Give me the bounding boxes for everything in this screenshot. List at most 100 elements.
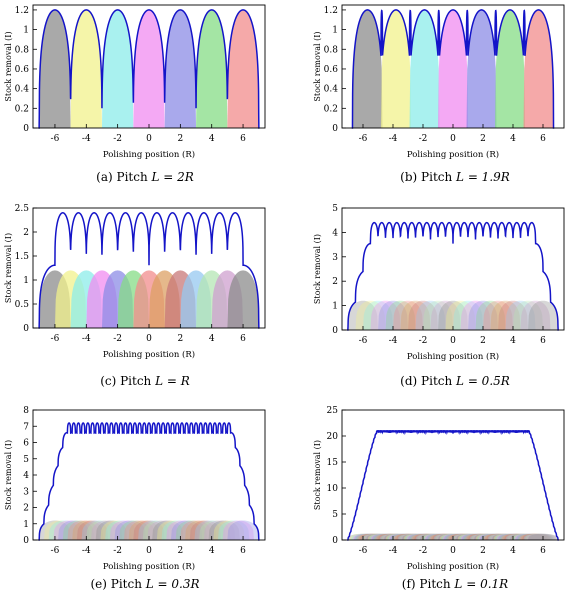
- panel-d-ylabel: Stock removal (I): [313, 234, 322, 304]
- panel-d-spots: [348, 300, 558, 330]
- panel-f-total-line: [347, 430, 559, 541]
- panel-d-x-tick-label: 2: [480, 336, 486, 346]
- panel-d-spot: [460, 300, 491, 330]
- panel-b-spots: [352, 9, 554, 129]
- panel-a-ylabel: Stock removal (I): [4, 31, 13, 101]
- panel-f-spot: [367, 533, 398, 540]
- panel-d-spot: [393, 300, 423, 330]
- panel-f-spot: [459, 533, 489, 540]
- panel-f-caption-label: (f) Pitch: [402, 577, 455, 591]
- panel-b-spot: [523, 9, 554, 129]
- panel-c-xlabel: Polishing position (R): [103, 349, 195, 360]
- panel-f-spot: [360, 533, 390, 540]
- panel-b-y-tick-label: 0: [332, 124, 338, 134]
- panel-d-total-line: [347, 221, 559, 331]
- panel-f-spot: [369, 533, 399, 540]
- panel-f-spot: [453, 533, 483, 540]
- panel-f-spot: [448, 533, 479, 540]
- panel-f-spot: [373, 533, 404, 540]
- panel-e-spot: [170, 520, 203, 540]
- panel-e-spot: [161, 520, 193, 540]
- panel-f-spot: [433, 533, 464, 540]
- panel-a-y-tick-label: 0.8: [15, 45, 30, 55]
- panel-f-spot: [501, 533, 531, 540]
- panel-f-spot: [517, 533, 548, 540]
- panel-e-spot: [138, 520, 170, 540]
- panel-f-spot: [489, 533, 519, 540]
- panel-e-y-tick-label: 3: [23, 487, 29, 497]
- panel-f-x-tick-label: -2: [419, 546, 428, 556]
- panel-f-spot: [351, 533, 381, 540]
- panel-a-x-tick-label: -4: [82, 134, 91, 144]
- panel-c-y-tick-label: 2.5: [15, 204, 30, 214]
- panel-f-spot: [384, 533, 414, 540]
- panel-e-spot: [119, 520, 151, 540]
- panel-f-y-tick-label: 25: [327, 406, 339, 416]
- panel-f-spot: [354, 533, 384, 540]
- panel-a-spot: [70, 9, 102, 129]
- panel-e-spot: [48, 520, 81, 540]
- panel-f-spot: [364, 533, 395, 540]
- panel-b-x-tick-label: 2: [480, 134, 486, 144]
- panel-d-spot: [513, 300, 543, 330]
- panel-a-total-line: [38, 9, 260, 129]
- panel-a-spot: [164, 9, 197, 129]
- panel-e-spot: [208, 520, 240, 540]
- panel-f-spot: [406, 533, 437, 540]
- panel-f-spot: [372, 533, 402, 540]
- panel-f-spot: [403, 533, 434, 540]
- panel-c-y-tick-label: 0: [23, 324, 29, 334]
- panel-e-spot: [72, 520, 104, 540]
- panel-f-spot: [496, 533, 527, 540]
- panel-c-x-tick-label: -6: [51, 334, 60, 344]
- panel-b-y-tick-label: 1: [332, 26, 338, 36]
- panel-e-spot: [43, 520, 76, 540]
- panel-a-spot: [39, 9, 71, 129]
- panel-b-y-tick-label: 1.2: [324, 6, 338, 16]
- panel-b-y-tick-label: 0.2: [324, 104, 338, 114]
- panel-b-x-tick-label: 0: [450, 134, 456, 144]
- panel-d-spot: [520, 300, 551, 330]
- panel-e-spot: [105, 520, 137, 540]
- panel-e-spot: [189, 520, 222, 540]
- panel-d-y-tick-label: 4: [332, 228, 338, 238]
- panel-f-spot: [516, 533, 546, 540]
- panel-f-spot: [379, 533, 410, 540]
- panel-d-x-tick-label: -4: [389, 336, 398, 346]
- panel-f-x-tick-label: 6: [540, 546, 546, 556]
- panel-e-x-tick-label: -4: [82, 546, 91, 556]
- panel-f-spot: [511, 533, 542, 540]
- panel-e-spot: [91, 520, 123, 540]
- panel-c-x-tick-label: -2: [113, 334, 122, 344]
- panel-f-spot: [480, 533, 510, 540]
- panel-c-spot: [227, 270, 259, 328]
- panel-f-spot: [366, 533, 396, 540]
- panel-c-caption-math: L = R: [154, 374, 190, 388]
- panel-f-spot: [418, 533, 449, 540]
- panel-d-x-tick-label: -2: [419, 336, 428, 346]
- panel-f-spot: [474, 533, 504, 540]
- panel-e-spot: [156, 520, 189, 540]
- panel-f-spot: [499, 533, 530, 540]
- panel-f-spot: [456, 533, 486, 540]
- panel-e-spot: [76, 520, 109, 540]
- panel-a-y-tick-label: 0.2: [15, 104, 29, 114]
- panel-d-spot: [475, 300, 506, 330]
- panel-e-caption-math: L = 0.3R: [145, 577, 200, 591]
- panel-f-spot: [409, 533, 440, 540]
- panel-e-y-tick-label: 0: [23, 536, 29, 546]
- panel-f-spot: [504, 533, 534, 540]
- panel-f-spot: [412, 533, 443, 540]
- panel-e-spot: [185, 520, 217, 540]
- panel-d-spot: [355, 300, 386, 330]
- panel-e-y-tick-label: 5: [23, 455, 29, 465]
- panel-f-spot: [451, 533, 482, 540]
- panel-d-spot: [453, 300, 483, 330]
- panel-f-spot: [450, 533, 480, 540]
- panel-d-spot: [490, 300, 521, 330]
- panel-f-spot: [349, 533, 380, 540]
- panel-e-y-tick-label: 4: [23, 471, 29, 481]
- panel-a-caption-label: (a) Pitch: [96, 170, 151, 184]
